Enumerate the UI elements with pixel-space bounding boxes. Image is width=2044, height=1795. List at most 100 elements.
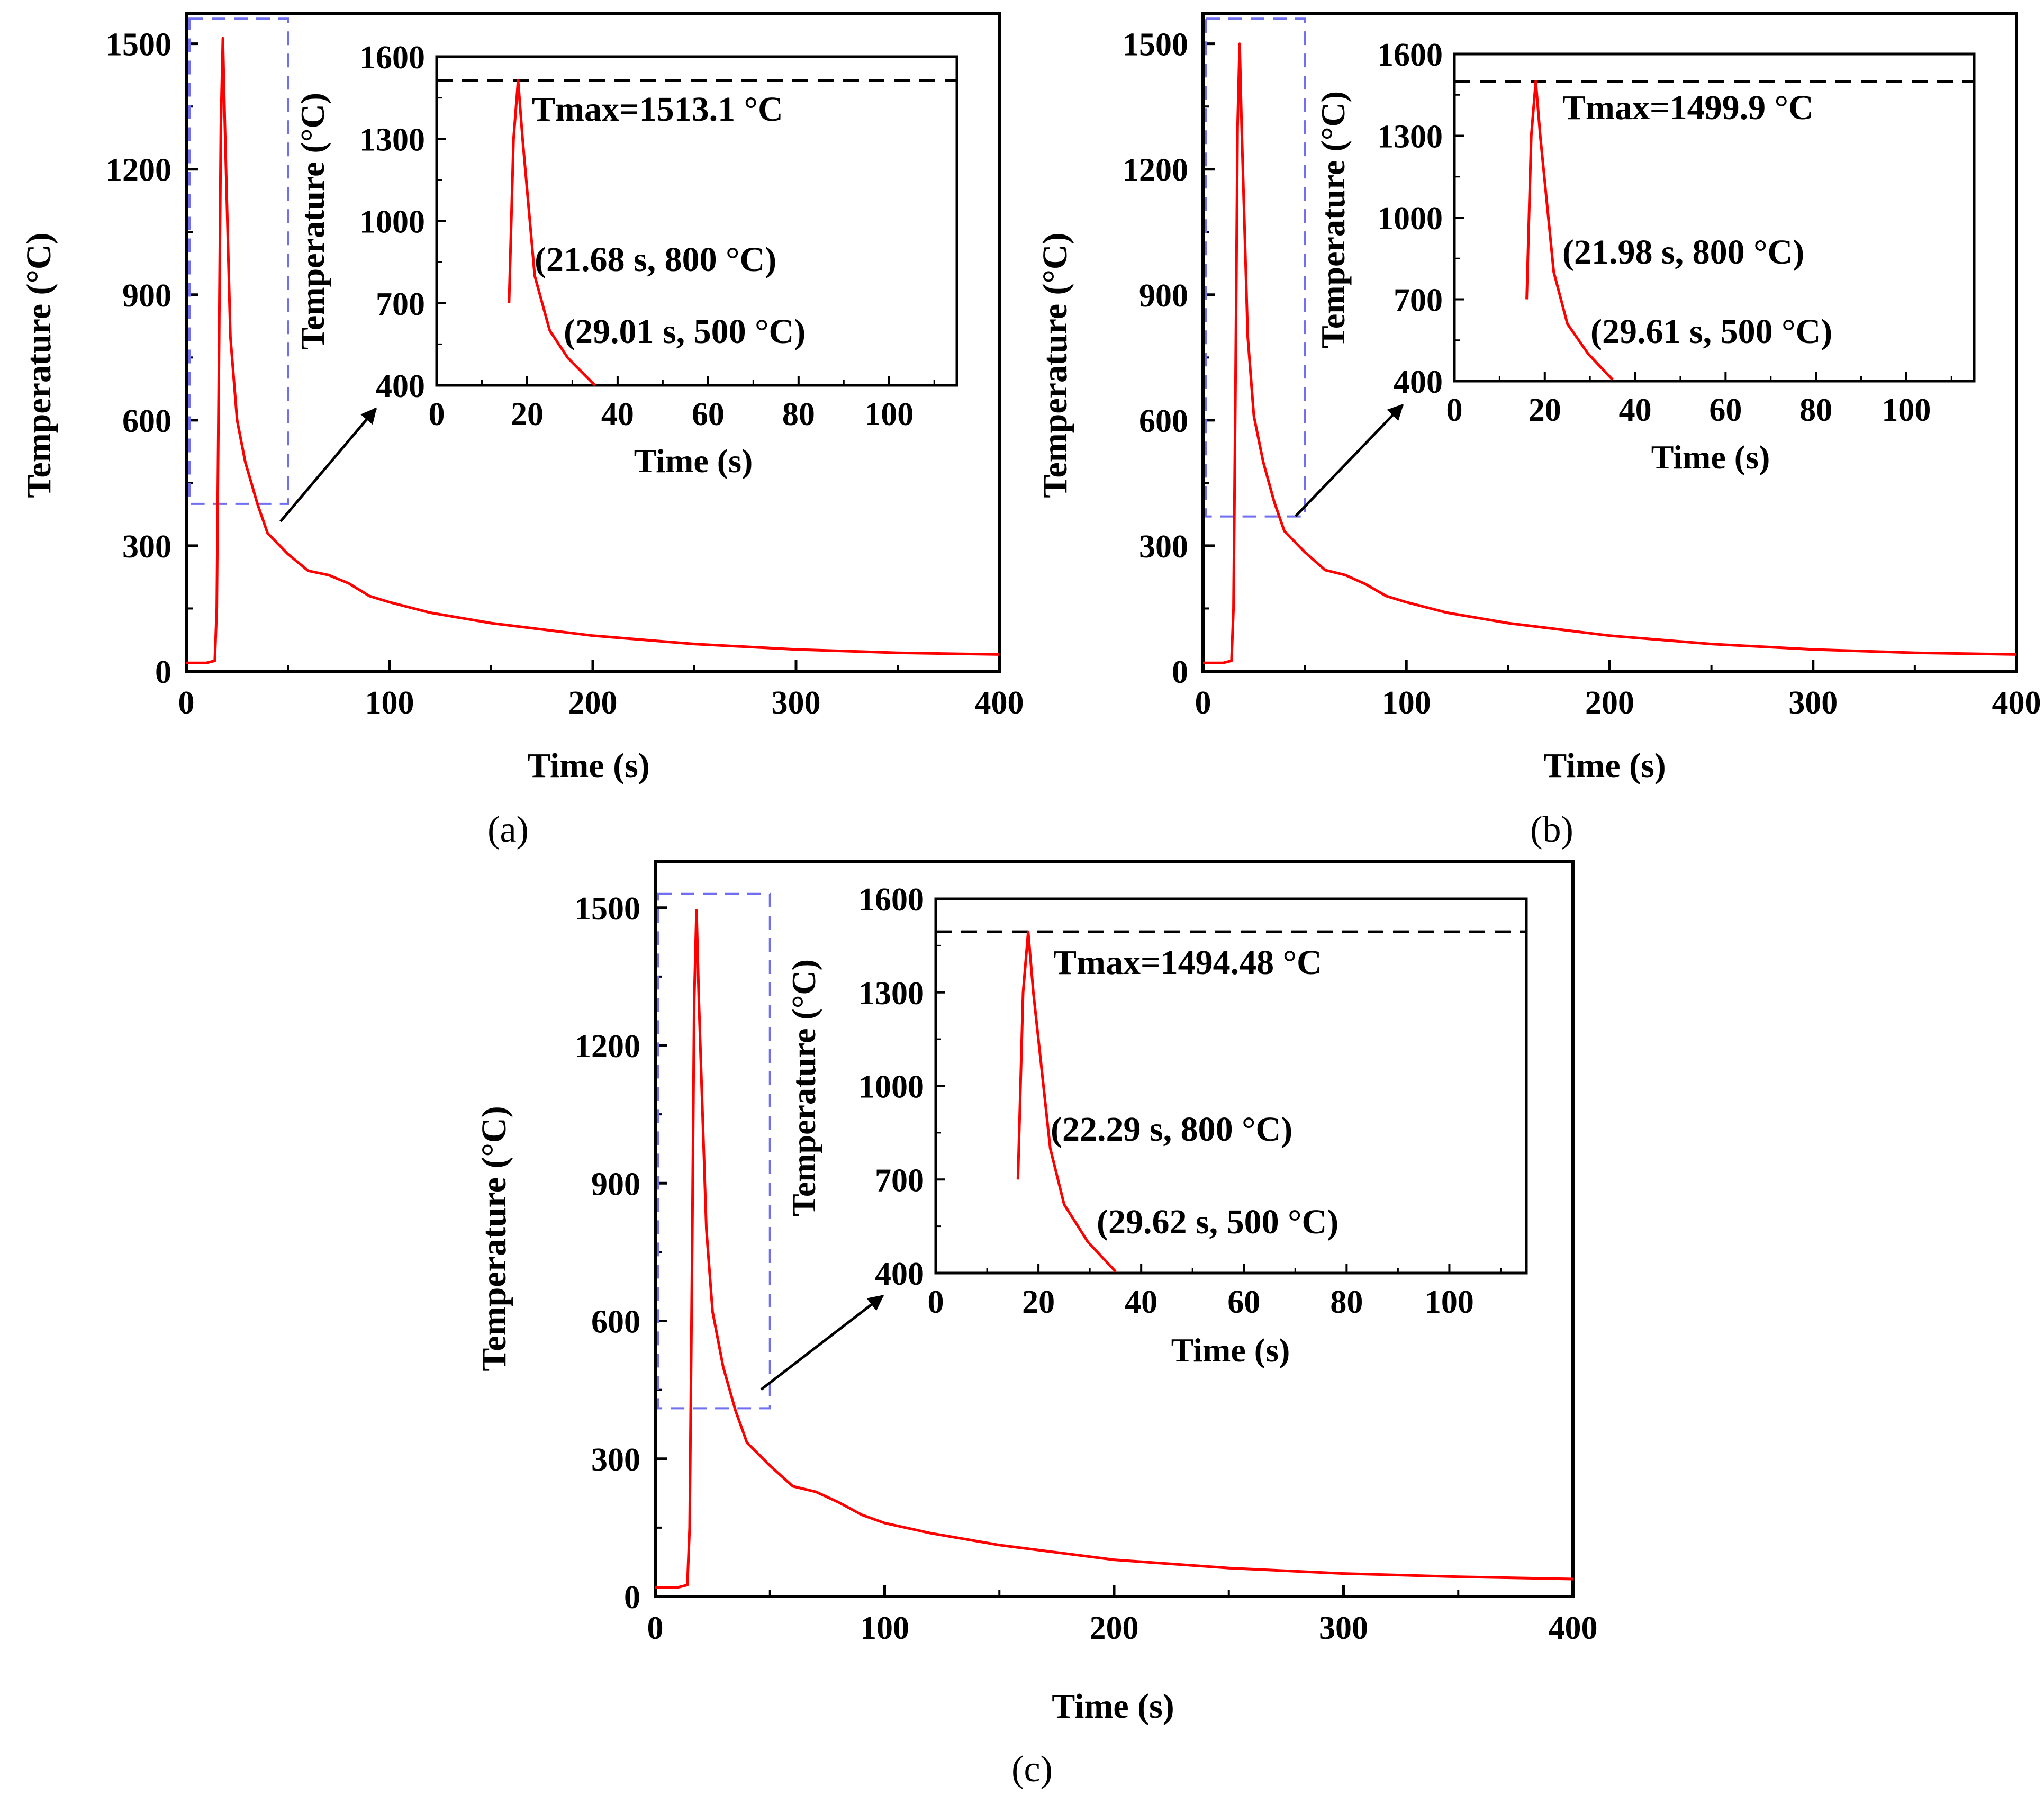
x-tick-label-b: 300 bbox=[1788, 685, 1838, 721]
inset-y-axis-label-c: Temperature (°C) bbox=[785, 959, 822, 1216]
point-800-annotation-a: (21.68 s, 800 °C) bbox=[535, 240, 776, 279]
inset-x-tick-label-a: 40 bbox=[601, 396, 634, 432]
tmax-annotation-a: Tmax=1513.1 °C bbox=[532, 90, 783, 129]
y-tick-label-a: 600 bbox=[122, 403, 171, 439]
inset-x-tick-label-b: 0 bbox=[1446, 392, 1463, 428]
temperature-curve-a bbox=[186, 37, 1000, 664]
temperature-curve-b bbox=[1203, 42, 2017, 664]
inset-y-tick-label-b: 1300 bbox=[1377, 119, 1443, 155]
y-tick-label-b: 300 bbox=[1139, 529, 1188, 565]
inset-y-tick-label-b: 1000 bbox=[1377, 201, 1443, 237]
x-tick-label-b: 400 bbox=[1992, 685, 2041, 721]
inset-x-tick-label-a: 100 bbox=[864, 396, 914, 432]
inset-x-tick-label-b: 20 bbox=[1529, 392, 1561, 428]
inset-x-tick-label-c: 0 bbox=[928, 1284, 944, 1320]
y-tick-label-c: 1200 bbox=[575, 1029, 640, 1065]
inset-x-axis-label-c: Time (s) bbox=[1171, 1331, 1290, 1369]
y-axis-label-b: Temperature (°C) bbox=[1036, 232, 1074, 498]
y-tick-label-a: 1200 bbox=[106, 152, 171, 188]
inset-x-axis-label-b: Time (s) bbox=[1651, 438, 1770, 476]
inset-plot-c: 0 20 40 60 80 100 400 700 1000 1300 1600 bbox=[858, 882, 1528, 1320]
zoom-arrow-b bbox=[1295, 403, 1404, 517]
y-tick-label-b: 1200 bbox=[1123, 152, 1188, 188]
inset-y-tick-label-a: 400 bbox=[376, 368, 425, 404]
panel-label-b: (b) bbox=[1530, 809, 1573, 850]
x-tick-label-b: 100 bbox=[1382, 685, 1431, 721]
y-tick-label-a: 300 bbox=[122, 529, 171, 565]
inset-y-tick-label-b: 1600 bbox=[1377, 37, 1443, 73]
zoom-box-b bbox=[1205, 17, 1306, 518]
point-500-annotation-b: (29.61 s, 500 °C) bbox=[1590, 312, 1832, 351]
y-tick-label-a: 0 bbox=[155, 654, 171, 690]
inset-x-tick-label-a: 20 bbox=[511, 396, 544, 432]
inset-y-tick-label-a: 1600 bbox=[359, 40, 425, 76]
inset-frame-a bbox=[435, 55, 958, 387]
x-tick-label-c: 100 bbox=[860, 1610, 909, 1646]
x-tick-label-a: 200 bbox=[568, 685, 618, 721]
inset-y-tick-label-b: 400 bbox=[1394, 364, 1443, 400]
inset-y-tick-label-a: 1000 bbox=[359, 204, 425, 240]
panel-label-c: (c) bbox=[1011, 1749, 1053, 1790]
tmax-annotation-c: Tmax=1494.48 °C bbox=[1053, 943, 1322, 982]
inset-y-tick-label-c: 400 bbox=[875, 1256, 924, 1292]
inset-x-tick-label-c: 80 bbox=[1330, 1284, 1363, 1320]
x-tick-label-c: 200 bbox=[1090, 1610, 1139, 1646]
y-tick-label-c: 1500 bbox=[575, 891, 640, 927]
x-tick-label-a: 100 bbox=[365, 685, 414, 721]
inset-y-tick-label-c: 1600 bbox=[858, 882, 924, 918]
inset-frame-b bbox=[1453, 52, 1976, 383]
x-axis-label-c: Time (s) bbox=[1052, 1687, 1174, 1726]
x-tick-label-b: 0 bbox=[1195, 685, 1211, 721]
y-tick-label-a: 1500 bbox=[106, 27, 171, 63]
x-tick-label-c: 0 bbox=[647, 1610, 664, 1646]
zoom-box-a bbox=[188, 17, 289, 505]
point-500-annotation-a: (29.01 s, 500 °C) bbox=[564, 312, 806, 351]
y-tick-label-c: 0 bbox=[624, 1580, 640, 1616]
inset-plot-a: 0 20 40 60 80 100 400 700 1000 1300 1600 bbox=[359, 40, 958, 432]
x-axis-label-b: Time (s) bbox=[1543, 746, 1666, 785]
inset-x-tick-label-a: 0 bbox=[429, 396, 445, 432]
inset-y-tick-label-c: 1000 bbox=[858, 1069, 924, 1105]
x-tick-label-a: 300 bbox=[772, 685, 821, 721]
inset-temperature-curve-c bbox=[1016, 930, 1117, 1273]
zoom-box-c bbox=[657, 892, 771, 1410]
inset-x-tick-label-b: 40 bbox=[1619, 392, 1652, 428]
y-tick-label-b: 1500 bbox=[1123, 27, 1188, 63]
inset-y-axis-label-a: Temperature (°C) bbox=[294, 93, 331, 350]
panel-label-a: (a) bbox=[487, 809, 529, 850]
inset-y-tick-label-b: 700 bbox=[1394, 283, 1443, 319]
y-tick-label-c: 600 bbox=[591, 1304, 640, 1340]
zoom-arrow-c bbox=[760, 1295, 884, 1391]
inset-y-tick-label-a: 1300 bbox=[359, 122, 425, 158]
inset-temperature-curve-a bbox=[508, 79, 596, 386]
x-tick-label-a: 400 bbox=[975, 685, 1024, 721]
x-tick-label-c: 400 bbox=[1549, 1610, 1598, 1646]
point-500-annotation-c: (29.62 s, 500 °C) bbox=[1097, 1203, 1338, 1241]
inset-x-axis-label-a: Time (s) bbox=[634, 442, 753, 480]
x-tick-label-b: 200 bbox=[1585, 685, 1634, 721]
inset-x-tick-label-c: 40 bbox=[1125, 1284, 1157, 1320]
y-tick-label-b: 900 bbox=[1139, 278, 1188, 314]
inset-x-tick-label-b: 100 bbox=[1882, 392, 1931, 428]
point-800-annotation-b: (21.98 s, 800 °C) bbox=[1562, 233, 1804, 272]
inset-y-axis-label-b: Temperature (°C) bbox=[1314, 91, 1352, 348]
y-tick-label-b: 600 bbox=[1139, 403, 1188, 439]
inset-x-tick-label-a: 80 bbox=[782, 396, 815, 432]
inset-y-tick-label-c: 1300 bbox=[858, 976, 924, 1012]
y-tick-label-a: 900 bbox=[122, 278, 171, 314]
inset-x-tick-label-b: 60 bbox=[1709, 392, 1742, 428]
y-axis-label-a: Temperature (°C) bbox=[20, 232, 58, 498]
x-tick-label-c: 300 bbox=[1319, 1610, 1368, 1646]
x-axis-label-a: Time (s) bbox=[527, 746, 650, 785]
temperature-curve-c bbox=[655, 909, 1573, 1589]
inset-x-tick-label-c: 20 bbox=[1022, 1284, 1055, 1320]
point-800-annotation-c: (22.29 s, 800 °C) bbox=[1051, 1110, 1292, 1149]
tmax-annotation-b: Tmax=1499.9 °C bbox=[1562, 88, 1814, 127]
